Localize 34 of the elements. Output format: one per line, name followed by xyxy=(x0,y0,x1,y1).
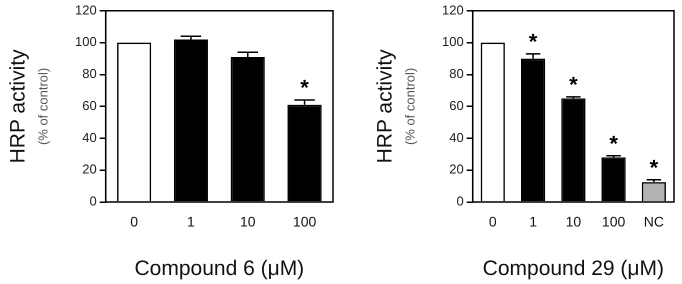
y-tick-label: 20 xyxy=(449,162,464,177)
y-tick-label: 120 xyxy=(74,2,97,18)
x-axis-title: Compound 29 (μM) xyxy=(482,257,664,280)
annotation: * xyxy=(569,72,578,97)
y-tick-label: 40 xyxy=(449,130,464,145)
x-tick-label: 100 xyxy=(602,213,626,230)
annotation: * xyxy=(300,75,310,100)
text: (% of control) xyxy=(402,68,418,146)
y-tick-label: 20 xyxy=(82,162,97,177)
annotation: * xyxy=(609,130,618,156)
y-tick-label: 100 xyxy=(74,34,97,50)
y-tick-label: 80 xyxy=(82,66,97,82)
y-tick-label: 120 xyxy=(442,2,464,18)
y-axis-title: HRP activity xyxy=(373,48,396,164)
y-tick-label: 60 xyxy=(82,98,97,113)
x-tick-label: 1 xyxy=(187,213,196,230)
annotation: * xyxy=(650,154,659,180)
x-tick-label: NC xyxy=(644,213,664,230)
x-tick-label: 10 xyxy=(566,213,582,230)
y-tick-label: 80 xyxy=(449,66,464,82)
text: (% of control) xyxy=(35,68,50,146)
x-axis-title: Compound 6 (μM) xyxy=(134,257,304,280)
x-tick-label: 10 xyxy=(240,213,256,230)
y-tick-label: 60 xyxy=(449,98,464,113)
y-axis-title: HRP activity xyxy=(6,48,30,164)
y-tick-label: 0 xyxy=(89,194,97,209)
annotation: * xyxy=(528,28,538,54)
x-tick-label: 100 xyxy=(292,213,316,230)
y-tick-label: 0 xyxy=(456,194,464,209)
y-tick-label: 40 xyxy=(82,130,97,145)
x-tick-label: 0 xyxy=(488,213,497,230)
y-tick-label: 100 xyxy=(442,34,464,50)
x-tick-label: 1 xyxy=(529,213,538,230)
x-tick-label: 0 xyxy=(130,213,138,230)
